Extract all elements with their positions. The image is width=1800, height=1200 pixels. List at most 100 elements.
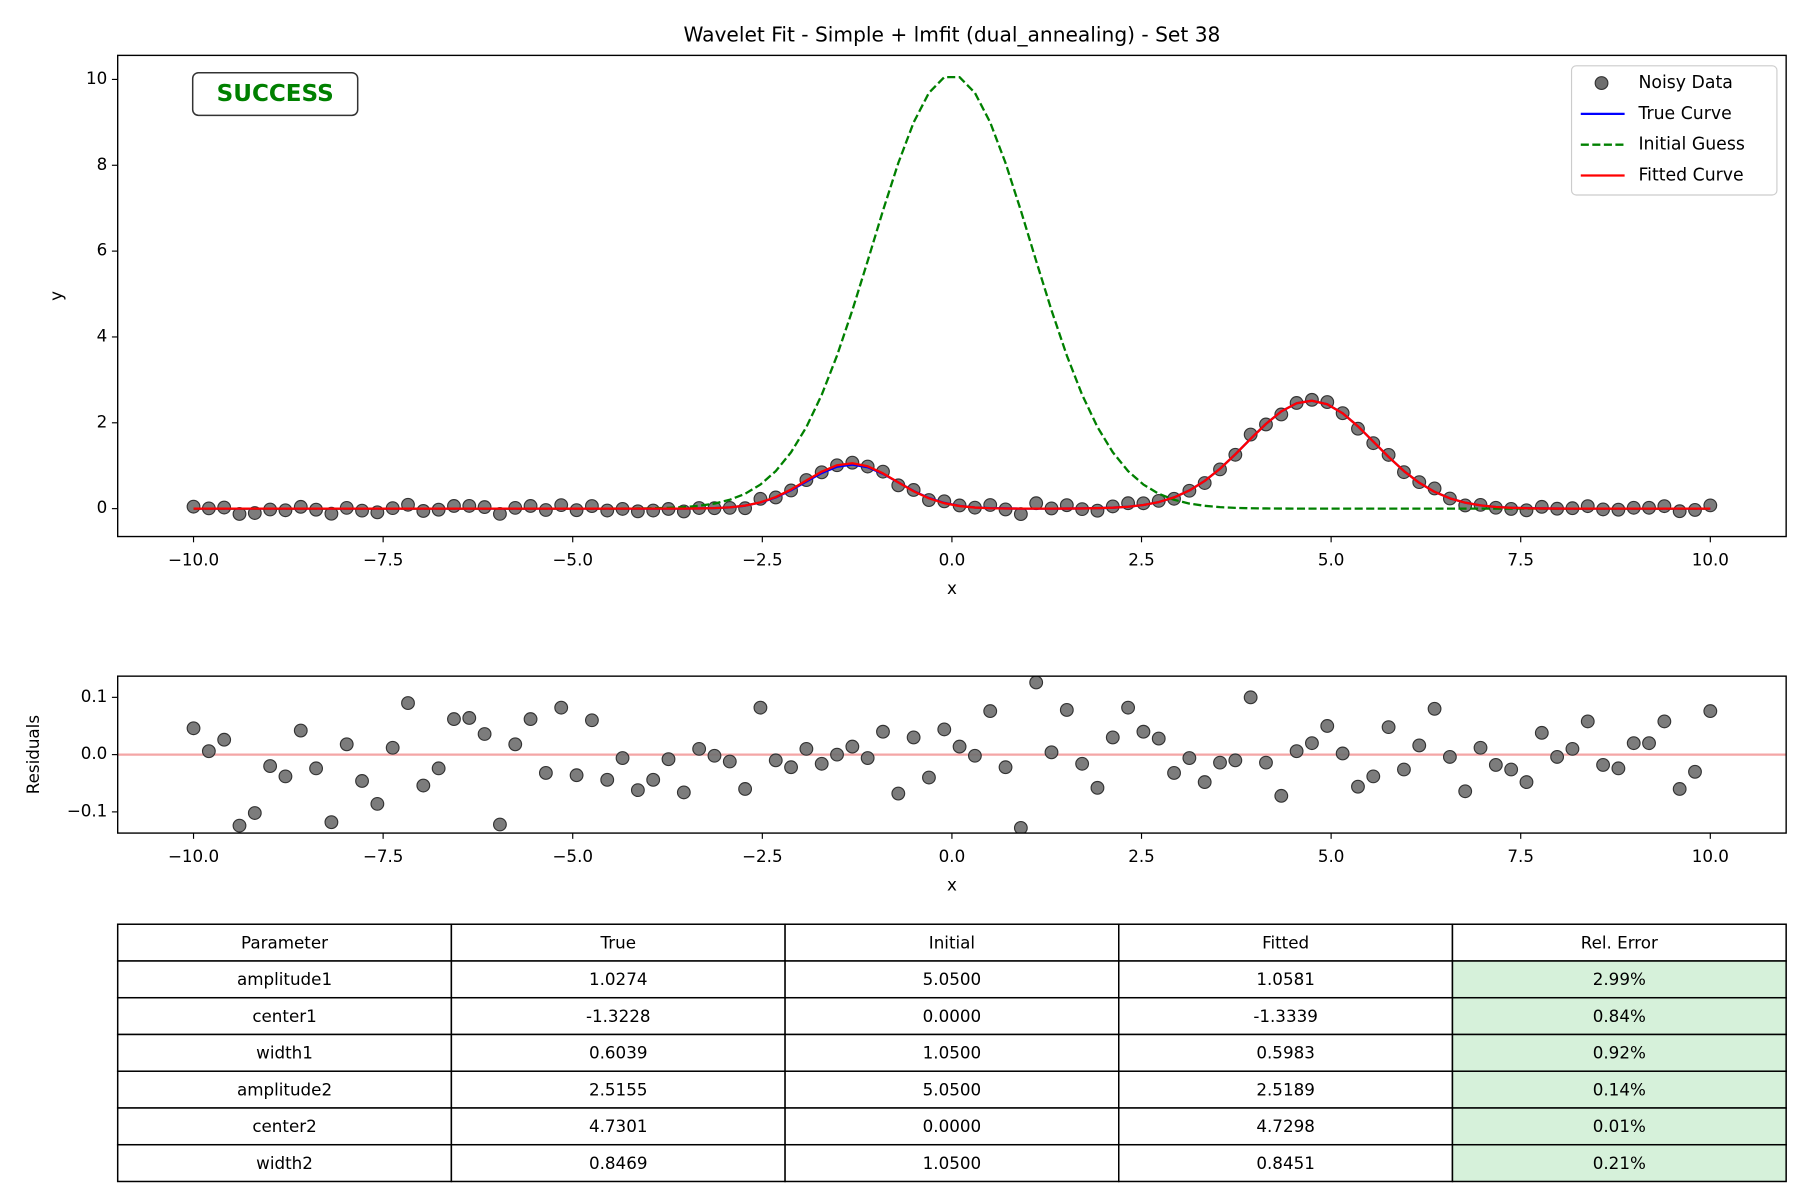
data-point: [1228, 753, 1243, 768]
data-point: [1381, 720, 1396, 735]
data-point: [1657, 499, 1672, 514]
legend-marker: [1594, 76, 1609, 90]
table-cell: [784, 996, 1120, 1036]
data-point: [1335, 746, 1350, 761]
data-point: [646, 503, 661, 518]
data-point: [462, 498, 477, 513]
data-point: [998, 760, 1013, 775]
data-point: [278, 503, 293, 518]
axes-frame: [116, 675, 1787, 834]
data-point: [1473, 740, 1488, 755]
data-point: [983, 704, 998, 719]
data-point: [630, 504, 645, 519]
y-axis-label: y: [46, 291, 66, 301]
data-point: [1703, 498, 1718, 513]
data-point: [1167, 766, 1181, 780]
data-point: [1580, 499, 1595, 514]
x-tick-label: 2.5: [1128, 846, 1155, 866]
data-point: [1672, 782, 1687, 796]
data-point: [355, 503, 369, 518]
table-text: 1.0500: [923, 1043, 982, 1063]
table-text: 0.01%: [1593, 1116, 1646, 1136]
y-tick-label: 0: [97, 497, 108, 517]
table-text: 0.21%: [1593, 1153, 1646, 1173]
data-point: [1703, 704, 1718, 719]
data-point: [1596, 758, 1611, 772]
x-axis-label: x: [947, 875, 957, 895]
data-point: [538, 766, 553, 780]
table-cell: [784, 1107, 1120, 1146]
data-point: [845, 739, 860, 754]
x-tick-label: 7.5: [1507, 846, 1534, 866]
data-point: [1305, 736, 1319, 751]
data-point: [646, 772, 661, 787]
table-cell: [116, 1107, 453, 1146]
table-text: 0.5983: [1256, 1043, 1315, 1063]
y-tick-label: 8: [97, 154, 108, 174]
data-point: [584, 713, 599, 728]
table-cell: [450, 923, 786, 962]
data-point: [1412, 738, 1427, 753]
y-tick-label: 4: [97, 325, 108, 345]
data-point: [876, 724, 890, 739]
table-cell: [450, 1033, 786, 1072]
data-point: [538, 503, 553, 517]
data-point: [722, 754, 737, 769]
data-point: [416, 504, 431, 518]
data-point: [630, 783, 645, 798]
data-point: [186, 721, 201, 736]
series-line: [193, 399, 1711, 510]
data-point: [1458, 784, 1473, 799]
data-point: [1351, 421, 1365, 436]
table-text: 1.0274: [589, 969, 648, 989]
table-text: -1.3228: [586, 1006, 651, 1026]
x-tick-label: 10.0: [1692, 846, 1729, 866]
data-point: [1534, 725, 1549, 740]
table-text: 0.0000: [923, 1006, 982, 1026]
data-point: [1626, 736, 1641, 751]
data-point: [1121, 700, 1136, 715]
table-text: width1: [256, 1043, 313, 1063]
data-point: [293, 723, 308, 738]
legend-box: [1570, 65, 1778, 196]
data-point: [554, 700, 569, 715]
table-cell: [1451, 1107, 1787, 1146]
data-point: [508, 737, 523, 752]
chart-title: Wavelet Fit - Simple + lmfit (dual_annea…: [683, 22, 1220, 46]
table-header: True: [599, 932, 636, 952]
data-point: [1136, 724, 1151, 739]
data-point: [1351, 779, 1365, 794]
data-point: [738, 782, 753, 796]
data-point: [1397, 762, 1411, 777]
plot-area: [117, 676, 1787, 834]
data-point: [952, 739, 967, 754]
table-cell: [1118, 1143, 1454, 1183]
y-tick-label: 0.1: [81, 686, 108, 706]
data-point: [1381, 447, 1396, 462]
table-header: Initial: [929, 932, 975, 952]
table-text: 0.6039: [589, 1043, 648, 1063]
x-tick-label: 10.0: [1692, 549, 1729, 569]
x-tick-label: −7.5: [363, 549, 404, 569]
data-point: [324, 506, 339, 521]
table-text: -1.3339: [1253, 1006, 1318, 1026]
data-point: [232, 818, 247, 833]
data-point: [1519, 775, 1534, 790]
data-point: [339, 737, 354, 752]
data-point: [569, 503, 584, 518]
legend-label: Noisy Data: [1638, 73, 1732, 93]
data-point: [523, 499, 538, 513]
data-point: [1657, 714, 1672, 729]
table-text: 0.8469: [589, 1153, 648, 1173]
table-text: 5.0500: [923, 969, 982, 989]
table-cell: [784, 960, 1120, 999]
table-text: 4.7298: [1256, 1116, 1315, 1136]
data-point: [891, 786, 906, 801]
table-text: 0.0000: [923, 1116, 982, 1136]
data-point: [1259, 755, 1273, 770]
data-point: [860, 751, 875, 765]
data-point: [324, 815, 339, 830]
x-tick-label: −2.5: [742, 846, 783, 866]
table-cell: [784, 923, 1120, 962]
data-point: [830, 747, 844, 762]
